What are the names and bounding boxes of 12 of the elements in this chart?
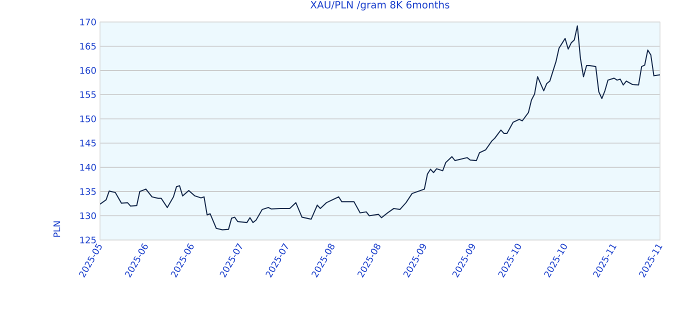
y-axis-title: PLN <box>54 221 60 237</box>
y-tick-label: 130 <box>80 212 96 220</box>
y-tick-label: 160 <box>80 67 96 74</box>
chart-title: XAU/PLN /gram 8K 6months <box>310 0 450 10</box>
y-tick-label: 125 <box>80 236 96 244</box>
y-tick-label: 135 <box>80 188 96 195</box>
y-tick-label: 140 <box>80 164 96 171</box>
y-tick-label: 165 <box>80 42 96 50</box>
y-tick-label: 150 <box>80 115 96 122</box>
y-tick-label: 145 <box>80 140 96 146</box>
y-tick-label: 170 <box>80 18 96 26</box>
y-tick-label: 155 <box>80 91 96 98</box>
